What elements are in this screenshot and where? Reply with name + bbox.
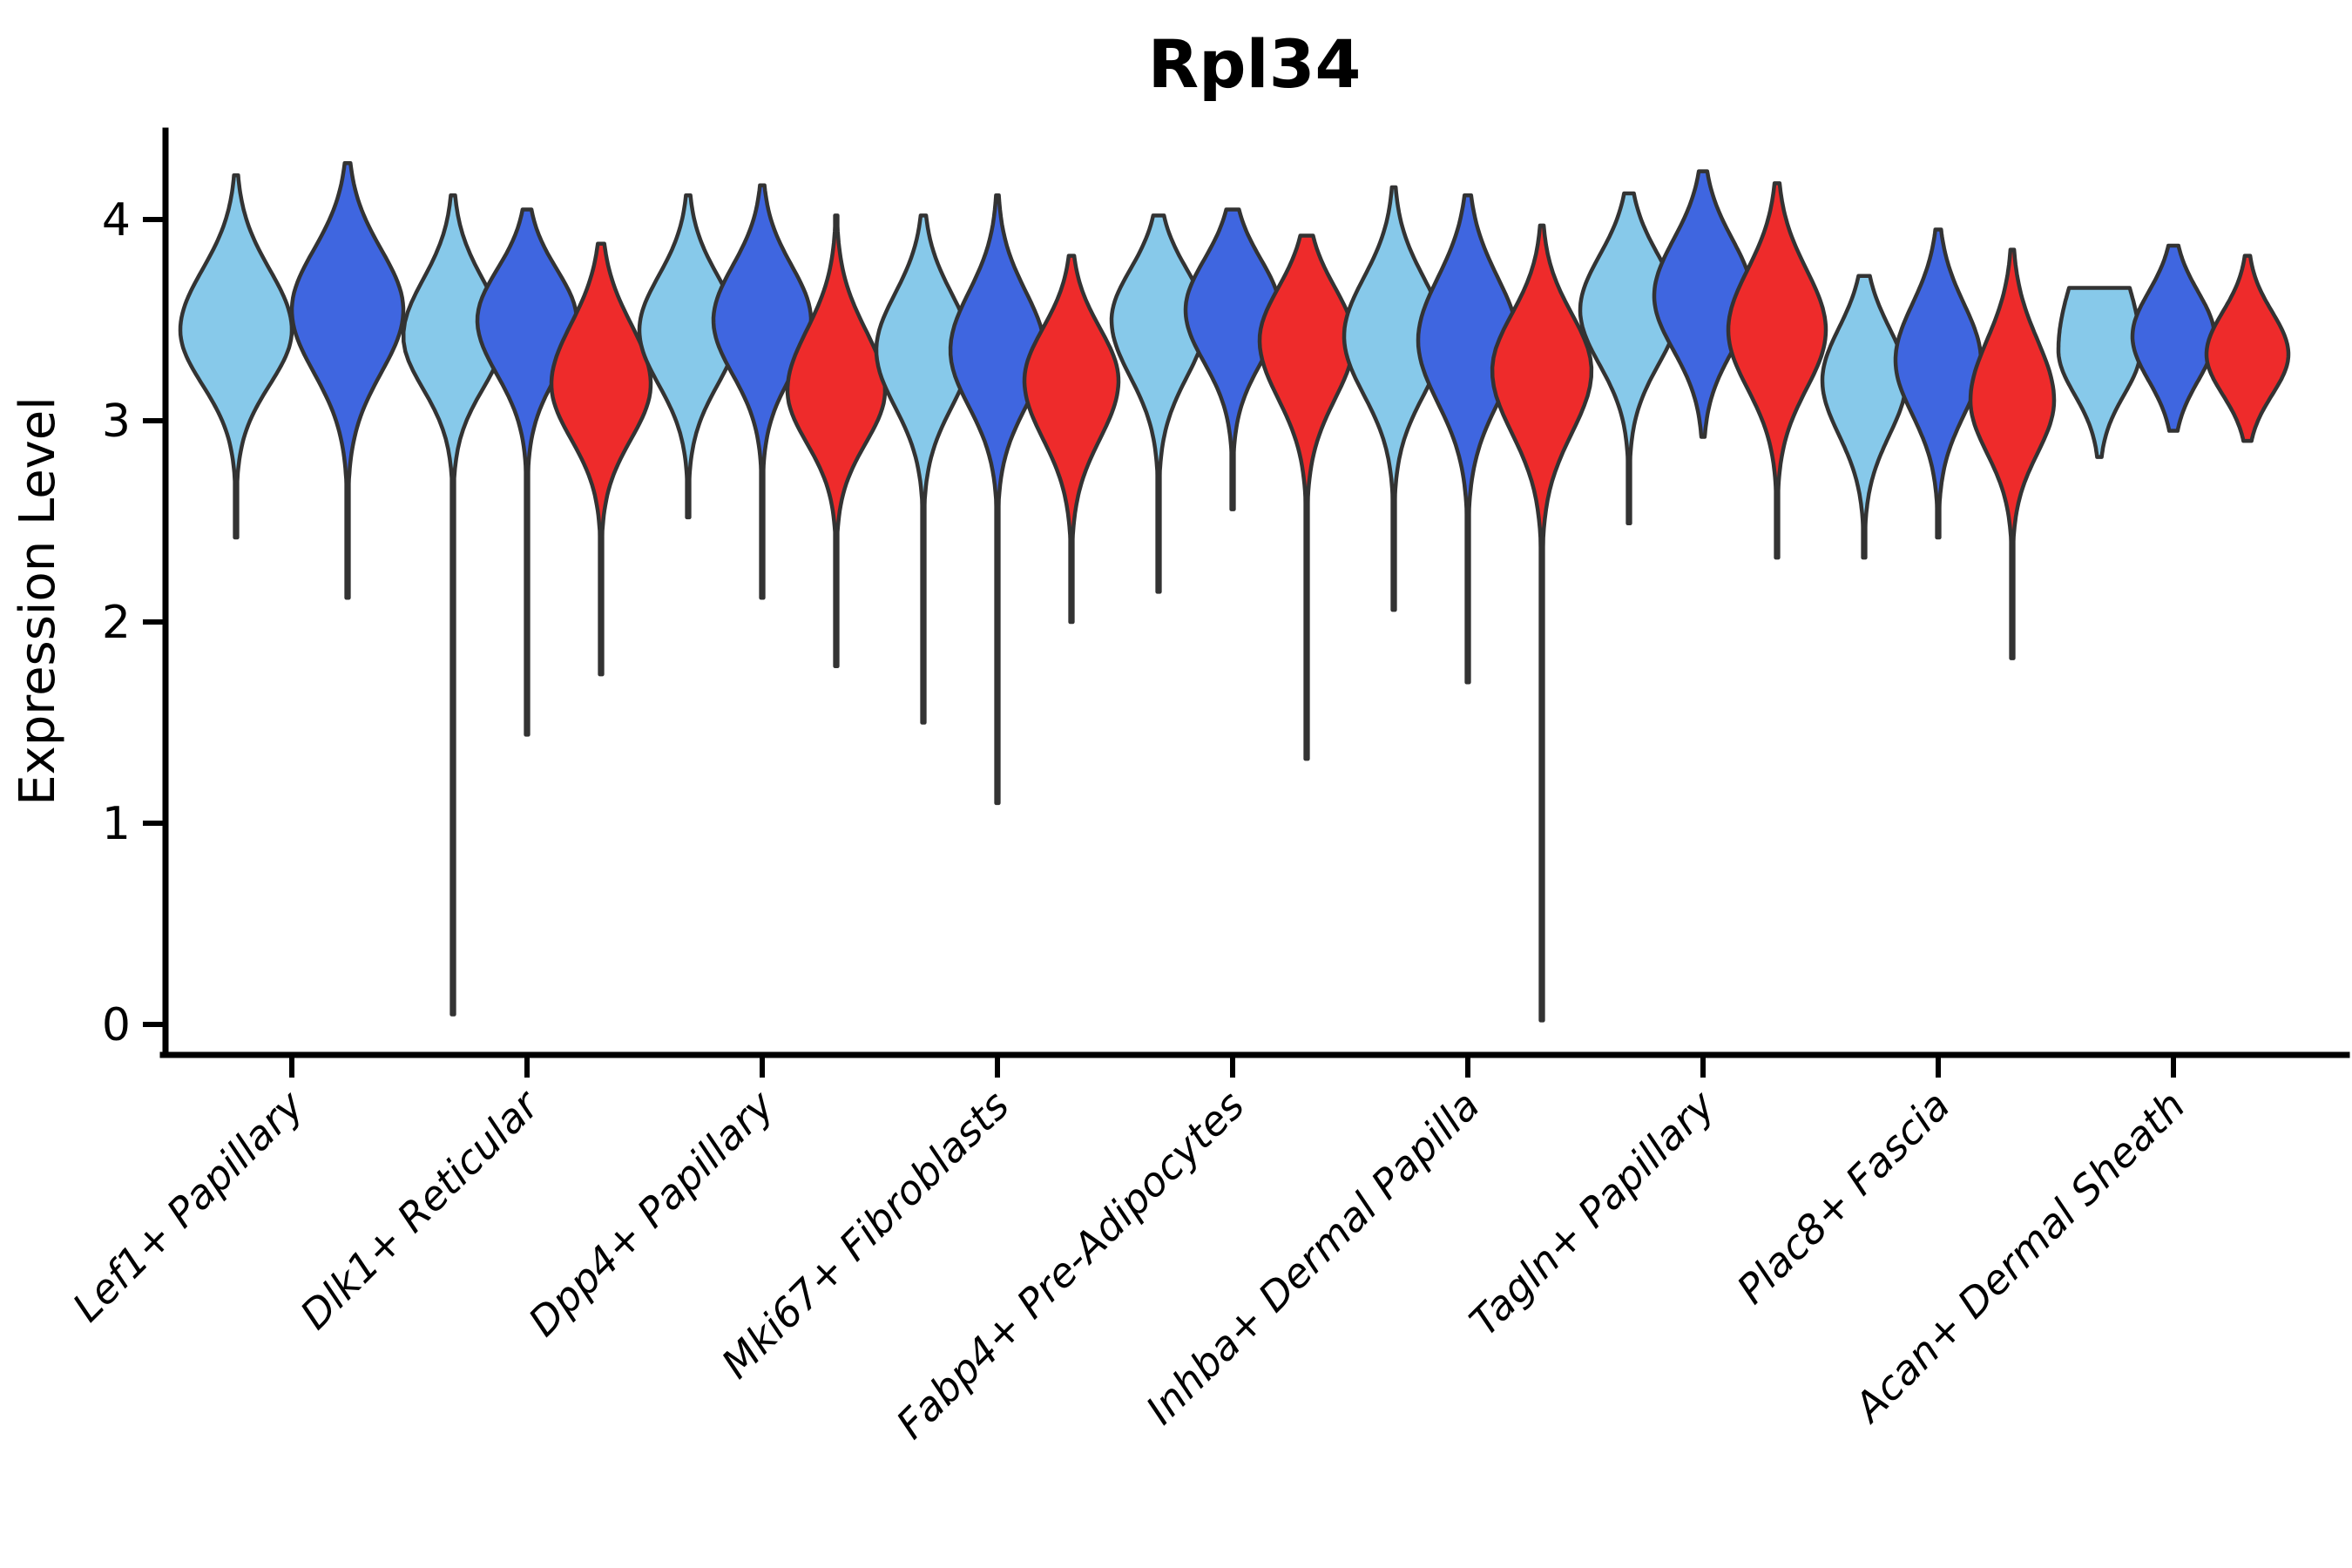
- x-tick-label-plac8-fascia: Plac8+ Fascia: [1727, 1082, 1958, 1313]
- violin-lef1-papillary-lightblue: [178, 172, 294, 540]
- violin-inhba-dermal-papilla-red: [1490, 223, 1594, 1023]
- chart-title: Rpl34: [1148, 25, 1362, 103]
- y-tick-label-2: 2: [102, 597, 131, 649]
- violin-layer: [178, 161, 2291, 1023]
- violin-tagln-papillary-lightblue: [1578, 191, 1680, 526]
- violin-tagln-papillary-red: [1726, 181, 1828, 560]
- violin-acan-dermal-sheath-red: [2204, 253, 2291, 443]
- y-tick-label-3: 3: [102, 395, 131, 448]
- y-axis-label: Expression Level: [10, 396, 66, 806]
- violin-mki67-fibroblasts-red: [1022, 253, 1121, 625]
- violin-inhba-dermal-papilla-blue: [1416, 193, 1520, 685]
- violin-acan-dermal-sheath-blue: [2130, 243, 2217, 433]
- x-tick-label-dlk1-reticular: Dlk1+ Reticular: [291, 1079, 550, 1338]
- violin-fabp4-pre-adipocytes-lightblue: [1109, 213, 1208, 594]
- violin-plac8-fascia-red: [1968, 247, 2057, 660]
- violin-fabp4-pre-adipocytes-red: [1257, 233, 1356, 761]
- violin-tagln-papillary-blue: [1652, 169, 1754, 439]
- violin-mki67-fibroblasts-blue: [948, 193, 1047, 806]
- y-tick-label-1: 1: [102, 798, 131, 850]
- y-axis-ticks: 0 1 2 3 4: [102, 194, 166, 1051]
- y-tick-label-0: 0: [102, 999, 131, 1051]
- x-tick-label-lef1-papillary: Lef1+ Papillary: [64, 1081, 313, 1330]
- violin-plac8-fascia-blue: [1893, 227, 1984, 540]
- violin-inhba-dermal-papilla-lightblue: [1342, 185, 1446, 612]
- violin-dlk1-reticular-blue: [475, 207, 579, 737]
- violin-acan-dermal-sheath-lightblue: [2056, 286, 2143, 459]
- violin-mki67-fibroblasts-lightblue: [874, 213, 973, 725]
- x-tick-label-dpp4-papillary: Dpp4+ Papillary: [519, 1081, 783, 1345]
- violin-dlk1-reticular-lightblue: [401, 193, 505, 1017]
- violin-lef1-papillary-blue: [289, 161, 406, 600]
- y-tick-label-4: 4: [102, 194, 131, 247]
- violin-dlk1-reticular-red: [549, 241, 653, 677]
- x-tick-label-tagln-papillary: Tagln+ Papillary: [1460, 1081, 1724, 1345]
- violin-plac8-fascia-lightblue: [1820, 274, 1909, 560]
